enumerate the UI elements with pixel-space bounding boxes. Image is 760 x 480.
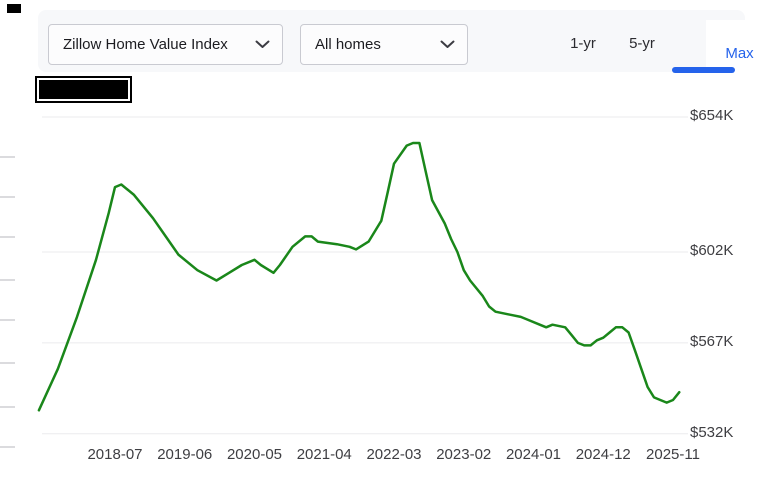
tab-5yr[interactable]: 5-yr: [629, 35, 655, 52]
y-tick-label: $567K: [690, 332, 734, 350]
chevron-down-icon: [255, 36, 270, 53]
metric-dropdown[interactable]: Zillow Home Value Index: [48, 24, 283, 65]
y-tick-label: $602K: [690, 241, 734, 259]
chevron-down-icon: [440, 36, 455, 53]
x-tick-label: 2021-04: [296, 446, 352, 463]
home-type-dropdown-value: All homes: [315, 36, 381, 53]
x-tick-label: 2025-11: [646, 446, 700, 463]
metric-dropdown-value: Zillow Home Value Index: [63, 36, 228, 53]
x-tick-label: 2023-02: [436, 446, 492, 463]
home-type-dropdown[interactable]: All homes: [300, 24, 468, 65]
tab-max-active-underline: [672, 67, 735, 73]
y-tick-label: $532K: [690, 423, 734, 441]
x-tick-label: 2020-05: [226, 446, 283, 463]
redacted-region-label: [35, 76, 132, 103]
y-tick-label: $654K: [690, 107, 734, 124]
x-tick-label: 2018-07: [87, 446, 143, 463]
tab-max-label: Max: [725, 45, 754, 62]
x-tick-label: 2019-06: [157, 446, 213, 463]
x-tick-label: 2024-12: [575, 446, 631, 463]
corner-mark: [7, 4, 21, 13]
x-tick-label: 2024-01: [505, 446, 562, 463]
x-tick-label: 2022-03: [366, 446, 422, 463]
tab-1yr[interactable]: 1-yr: [570, 35, 596, 52]
